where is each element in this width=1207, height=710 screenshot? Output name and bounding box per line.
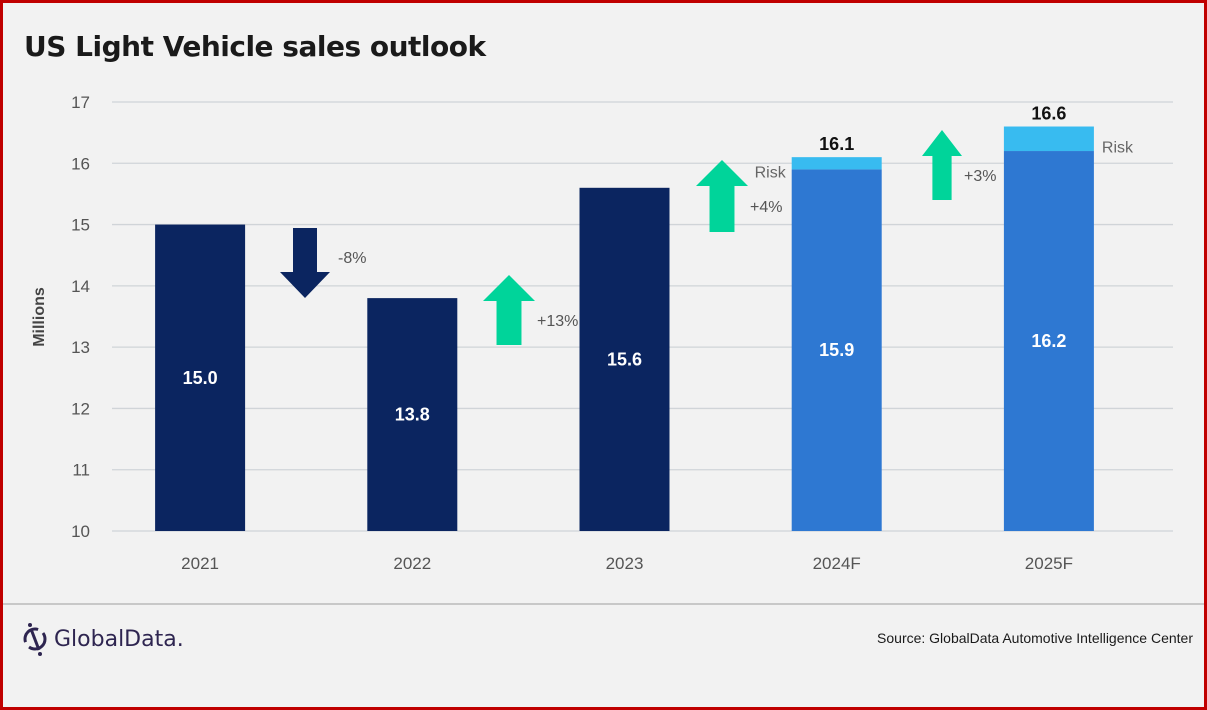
change-label: +4%: [750, 199, 782, 216]
risk-segment-2024F: [791, 157, 882, 170]
bar-value-label: 16.2: [1031, 331, 1066, 351]
change-label: -8%: [338, 250, 366, 267]
y-axis-label: Millions: [31, 287, 48, 347]
globaldata-logo-text: GlobalData.: [54, 626, 184, 652]
source-note: Source: GlobalData Automotive Intelligen…: [877, 630, 1193, 646]
y-tick-label: 15: [71, 216, 90, 235]
bar-2022: [367, 298, 458, 531]
change-label: +3%: [964, 168, 996, 185]
footer-divider: [3, 603, 1204, 605]
y-tick-label: 14: [71, 277, 90, 296]
arrow-up-icon: [922, 130, 962, 200]
y-tick-label: 11: [72, 461, 90, 480]
risk-label: Risk: [1102, 140, 1134, 157]
x-tick-label: 2025F: [1025, 554, 1073, 573]
bar-chart: 10 11 12 13 14 15 16 17 Millions 15.0 2021 13.8 2022…: [31, 93, 1173, 573]
chart-title: US Light Vehicle sales outlook: [24, 30, 486, 63]
y-tick-label: 10: [71, 522, 90, 541]
y-tick-label: 17: [71, 93, 90, 112]
bar-value-label: 13.8: [395, 405, 430, 425]
bar-2024F: [791, 169, 882, 531]
arrow-up-icon: [696, 160, 748, 232]
risk-label: Risk: [755, 164, 787, 181]
bar-value-label: 15.6: [607, 349, 642, 369]
bar-2025F: [1003, 151, 1094, 531]
globaldata-logo: GlobalData.: [22, 622, 184, 656]
arrow-down-icon: [280, 228, 330, 298]
bar-2023: [579, 187, 670, 532]
x-tick-label: 2023: [606, 554, 644, 573]
bar-2021: [155, 224, 246, 532]
total-value-label: 16.6: [1031, 104, 1066, 124]
y-tick-label: 12: [71, 399, 90, 418]
y-tick-label: 16: [71, 154, 90, 173]
arrow-up-icon: [483, 275, 535, 345]
change-label: +13%: [537, 313, 578, 330]
y-tick-label: 13: [71, 338, 90, 357]
x-tick-label: 2024F: [813, 554, 861, 573]
bar-value-label: 15.0: [183, 368, 218, 388]
risk-segment-2025F: [1003, 126, 1094, 152]
total-value-label: 16.1: [819, 134, 854, 154]
x-tick-label: 2022: [393, 554, 431, 573]
x-tick-label: 2021: [181, 554, 219, 573]
bar-value-label: 15.9: [819, 340, 854, 360]
globaldata-logo-icon: [23, 623, 47, 656]
